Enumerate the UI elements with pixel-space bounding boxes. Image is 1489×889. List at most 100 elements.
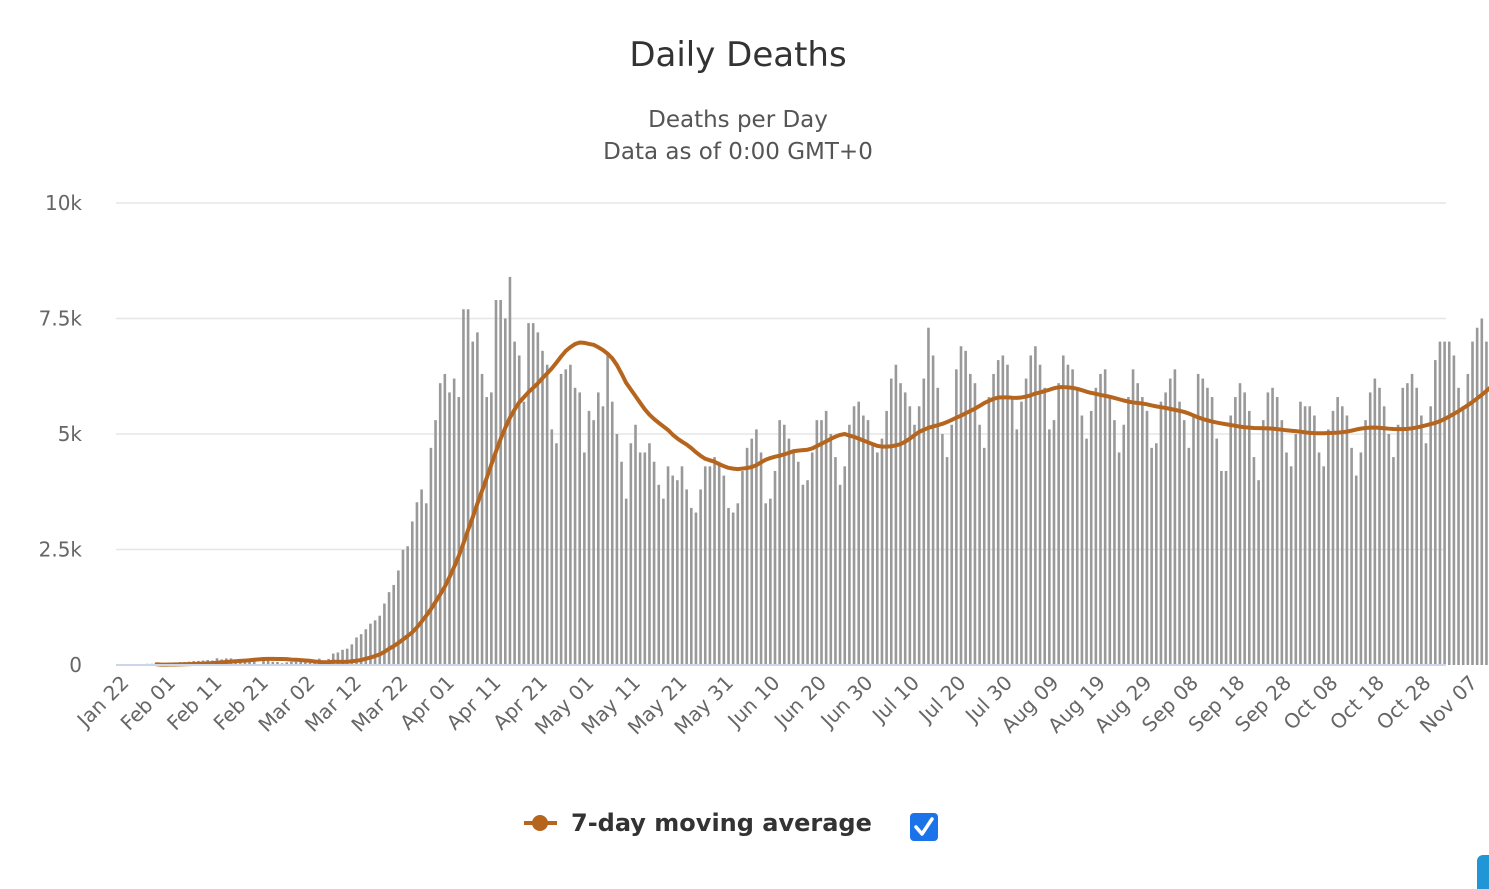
daily-deaths-bar <box>1261 420 1265 665</box>
x-tick-label: Jun 30 <box>815 671 878 734</box>
daily-deaths-bar <box>982 447 986 665</box>
daily-deaths-bar <box>1420 415 1423 665</box>
daily-deaths-bar <box>959 346 963 665</box>
daily-deaths-bar <box>624 498 628 665</box>
daily-deaths-bar <box>378 615 382 665</box>
daily-deaths-bar <box>1089 410 1093 665</box>
daily-deaths-bar <box>466 309 470 665</box>
side-panel-tab[interactable] <box>1477 855 1489 889</box>
daily-deaths-bar <box>587 410 591 665</box>
legend[interactable]: 7-day moving average <box>524 809 872 837</box>
daily-deaths-bar <box>1010 397 1014 665</box>
daily-deaths-bar <box>1424 443 1428 665</box>
daily-deaths-bar <box>824 410 828 665</box>
daily-deaths-bar <box>676 480 679 665</box>
daily-deaths-bar <box>620 461 623 665</box>
daily-deaths-bar <box>741 470 744 665</box>
daily-deaths-bar <box>490 392 493 665</box>
daily-deaths-bar <box>857 401 860 665</box>
daily-deaths-bar <box>1368 392 1372 665</box>
daily-deaths-bar <box>406 546 409 665</box>
daily-deaths-bar <box>369 623 372 665</box>
daily-deaths-bar <box>1471 341 1474 665</box>
daily-deaths-bar <box>629 443 633 665</box>
daily-deaths-bar <box>871 443 874 665</box>
daily-deaths-bar <box>699 489 702 665</box>
daily-deaths-bar <box>262 658 265 665</box>
daily-deaths-bar <box>1294 434 1298 665</box>
daily-deaths-bar <box>1308 406 1312 665</box>
daily-deaths-bar <box>1029 355 1033 665</box>
daily-deaths-bar <box>1322 466 1325 665</box>
daily-deaths-bar <box>1364 420 1367 665</box>
daily-deaths-bar <box>1024 378 1028 665</box>
daily-deaths-bar <box>1341 406 1344 665</box>
daily-deaths-bar <box>731 512 735 665</box>
daily-deaths-bar <box>843 466 847 665</box>
daily-deaths-bar <box>1234 397 1237 665</box>
daily-deaths-bar <box>1201 378 1205 665</box>
daily-deaths-bar <box>1020 401 1023 665</box>
daily-deaths-bar <box>364 629 368 665</box>
daily-deaths-bar <box>834 457 837 665</box>
daily-deaths-bar <box>452 378 456 665</box>
daily-deaths-bar <box>415 502 419 665</box>
daily-deaths-bar <box>1196 373 1200 665</box>
daily-deaths-bar <box>1131 369 1135 665</box>
daily-deaths-bar <box>294 661 298 665</box>
daily-deaths-bar <box>1117 452 1121 665</box>
daily-deaths-bar <box>573 387 577 665</box>
daily-deaths-bar <box>1113 420 1116 665</box>
daily-deaths-bar <box>876 452 879 665</box>
daily-deaths-bar <box>1313 415 1316 665</box>
daily-deaths-bar <box>1192 415 1195 665</box>
daily-deaths-bar <box>955 369 958 665</box>
daily-deaths-bar <box>308 662 312 665</box>
daily-deaths-bar <box>1396 424 1400 665</box>
chart-subtitle-line-1: Deaths per Day <box>648 107 828 133</box>
y-tick-label: 2.5k <box>39 538 83 562</box>
daily-deaths-bar <box>1303 406 1307 665</box>
daily-deaths-bar <box>1224 470 1228 665</box>
daily-deaths-bar <box>973 383 977 665</box>
daily-deaths-bar <box>1243 392 1246 665</box>
daily-deaths-bar <box>1345 415 1349 665</box>
legend-label[interactable]: 7-day moving average <box>571 809 872 837</box>
daily-deaths-bar <box>1229 415 1232 665</box>
y-tick-label: 5k <box>58 422 83 446</box>
daily-deaths-bar <box>736 503 740 665</box>
daily-deaths-bar <box>908 406 912 665</box>
daily-deaths-bar <box>434 420 437 665</box>
daily-deaths-bar <box>745 447 749 665</box>
daily-deaths-bar <box>815 420 819 665</box>
daily-deaths-bar <box>1173 369 1177 665</box>
daily-deaths-bar <box>1220 470 1223 665</box>
legend-checkbox[interactable] <box>910 813 938 841</box>
daily-deaths-bar <box>1094 387 1098 665</box>
daily-deaths-bar <box>880 438 884 665</box>
daily-deaths-bar <box>290 661 293 665</box>
y-axis-tick-labels: 0 2.5k 5k 7.5k 10k <box>39 191 83 677</box>
daily-deaths-bar <box>1238 383 1242 665</box>
daily-deaths-bar <box>1382 406 1386 665</box>
daily-deaths-bar <box>862 415 865 665</box>
daily-deaths-bar <box>1285 452 1288 665</box>
daily-deaths-bar <box>885 410 888 665</box>
daily-deaths-bar <box>448 392 451 665</box>
daily-deaths-bar <box>615 434 619 665</box>
daily-deaths-bar <box>1155 443 1158 665</box>
daily-deaths-bar <box>1406 383 1409 665</box>
daily-deaths-bar <box>992 373 995 665</box>
chart-title: Daily Deaths <box>629 35 846 75</box>
daily-deaths-bar <box>1443 341 1446 665</box>
daily-deaths-bar <box>987 397 991 665</box>
daily-deaths-bar <box>1485 341 1488 665</box>
y-tick-label: 0 <box>69 653 82 677</box>
daily-deaths-bar <box>1052 420 1056 665</box>
daily-deaths-bar <box>508 276 512 665</box>
daily-deaths-bars <box>122 276 1488 665</box>
daily-deaths-bar <box>401 549 405 665</box>
y-tick-label: 7.5k <box>39 307 83 331</box>
daily-deaths-bar <box>1066 364 1070 665</box>
